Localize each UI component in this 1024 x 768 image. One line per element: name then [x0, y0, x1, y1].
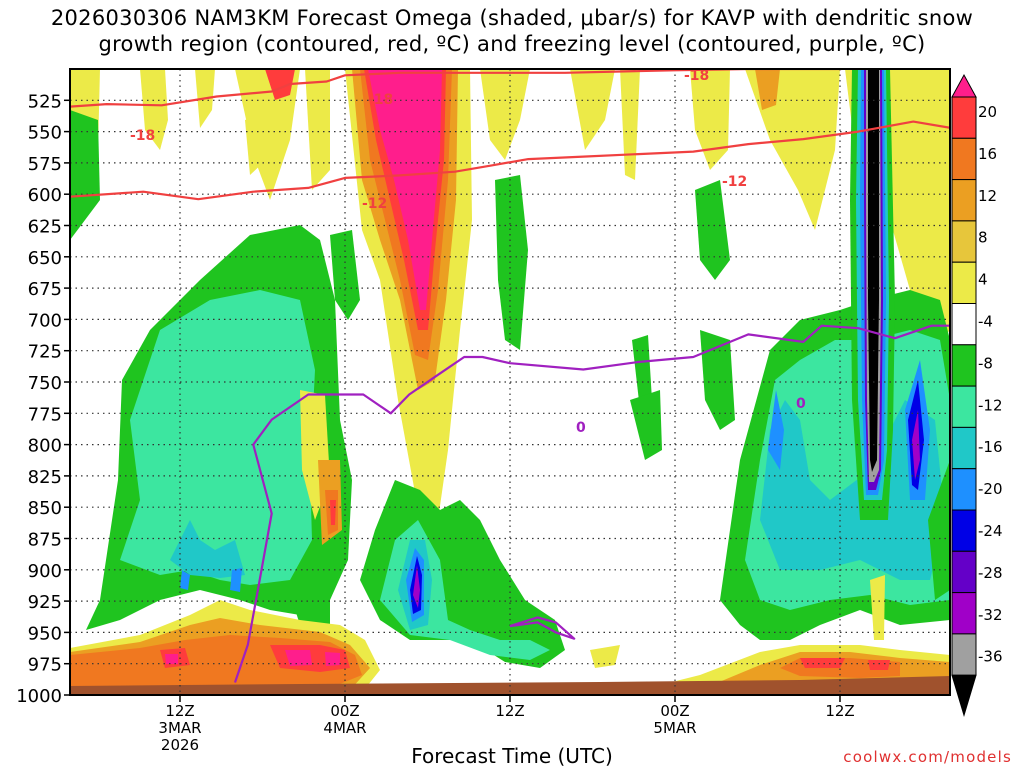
colorbar-label-4: 4 — [978, 271, 988, 289]
omega-rising-center — [292, 175, 662, 668]
colorbar-bin-6 — [951, 303, 977, 346]
colorbar-bin-11 — [951, 509, 977, 552]
omega-rising-left — [70, 110, 360, 630]
y-tick-label-625: 625 — [28, 217, 62, 238]
colorbar-bin-1 — [951, 96, 977, 139]
x-tick-label-0-1: 12Z — [165, 702, 194, 720]
y-tick-label-925: 925 — [28, 592, 62, 613]
colorbar-bin-10 — [951, 468, 977, 511]
source-credit: coolwx.com/models — [843, 748, 1012, 766]
x-tick-label-3-2: 5MAR — [653, 719, 696, 737]
colorbar-bin-14 — [951, 633, 977, 676]
colorbar-label-13: -36 — [978, 648, 1003, 666]
y-tick-label-600: 600 — [28, 185, 62, 206]
chart-title-line2: growth region (contoured, red, ºC) and f… — [98, 32, 926, 56]
colorbar-label-6: -8 — [978, 354, 993, 372]
y-axis: 525 550 575 600 625 650 675 700 725 750 775 800 825 8… — [16, 91, 70, 707]
contour-line-3 — [509, 616, 576, 640]
contour-label-zero-right: 0 — [796, 396, 806, 412]
omega-intense-rising-column — [850, 69, 895, 520]
contour-label-minus18-left: -18 — [130, 128, 155, 144]
y-tick-label-550: 550 — [28, 123, 62, 144]
y-tick-label-850: 850 — [28, 498, 62, 519]
x-tick-label-0-3: 2026 — [161, 736, 199, 754]
omega-sinking-core — [265, 69, 780, 390]
colorbar-label-9: -20 — [978, 480, 1003, 498]
colorbar-bin-3 — [951, 179, 977, 222]
y-tick-label-725: 725 — [28, 342, 62, 363]
contour-label-minus12-center: -12 — [362, 196, 387, 212]
contour-line-2 — [233, 324, 950, 683]
contour-label-minus18-upper: -18 — [368, 92, 393, 108]
colorbar-label-2: 12 — [978, 187, 997, 205]
colorbar-label-0: 20 — [978, 103, 997, 121]
contour-label-minus12-right: -12 — [722, 174, 747, 190]
colorbar-bin-12 — [951, 550, 977, 594]
colorbar-bin-8 — [951, 385, 977, 428]
contour-label-zero-center: 0 — [576, 420, 586, 436]
chart-title-line1: 2026030306 NAM3KM Forecast Omega (shaded… — [50, 6, 974, 30]
y-tick-label-575: 575 — [28, 154, 62, 175]
x-tick-label-2-1: 12Z — [495, 702, 524, 720]
colorbar-bottom-arrow — [951, 674, 977, 717]
colorbar-label-8: -16 — [978, 438, 1003, 456]
y-tick-label-875: 875 — [28, 530, 62, 551]
contour-line-1 — [70, 120, 950, 201]
temperature-contours — [70, 69, 950, 683]
colorbar-bin-2 — [951, 137, 977, 181]
x-tick-label-3-1: 00Z — [660, 702, 689, 720]
colorbar-label-5: -4 — [978, 312, 993, 330]
colorbar-top-arrow — [951, 73, 977, 98]
colorbar: 20 16 12 8 4 -4 -8 -12 -16 -20 -24 -28 -32 -36 — [951, 73, 1003, 717]
y-tick-label-975: 975 — [28, 655, 62, 676]
y-tick-label-650: 650 — [28, 248, 62, 269]
colorbar-bin-13 — [951, 592, 977, 635]
y-tick-label-1000: 1000 — [16, 686, 62, 707]
colorbar-label-11: -28 — [978, 564, 1003, 582]
colorbar-label-7: -12 — [978, 396, 1003, 414]
y-tick-label-800: 800 — [28, 436, 62, 457]
colorbar-label-3: 8 — [978, 229, 988, 247]
y-tick-label-675: 675 — [28, 279, 62, 300]
y-tick-label-750: 750 — [28, 373, 62, 394]
x-tick-label-0-2: 3MAR — [158, 719, 201, 737]
omega-shading — [70, 69, 950, 695]
y-tick-label-900: 900 — [28, 561, 62, 582]
y-tick-label-700: 700 — [28, 310, 62, 331]
y-tick-label-825: 825 — [28, 467, 62, 488]
colorbar-bin-9 — [951, 426, 977, 470]
contour-line-0 — [70, 69, 865, 108]
x-axis-title: Forecast Time (UTC) — [411, 744, 613, 768]
colorbar-bin-5 — [951, 261, 977, 305]
colorbar-label-1: 16 — [978, 145, 997, 163]
y-tick-label-525: 525 — [28, 91, 62, 112]
x-tick-label-4-1: 12Z — [825, 702, 854, 720]
y-tick-label-950: 950 — [28, 623, 62, 644]
contour-labels: -18 -18 -18 -12 -12 0 0 — [130, 68, 806, 436]
y-tick-label-775: 775 — [28, 404, 62, 425]
colorbar-bin-7 — [951, 344, 977, 387]
x-tick-label-1-2: 4MAR — [323, 719, 366, 737]
colorbar-bin-4 — [951, 220, 977, 263]
colorbar-label-12: -32 — [978, 606, 1003, 624]
x-tick-label-1-1: 00Z — [330, 702, 359, 720]
contour-label-minus18-right: -18 — [684, 68, 709, 84]
colorbar-label-10: -24 — [978, 522, 1003, 540]
